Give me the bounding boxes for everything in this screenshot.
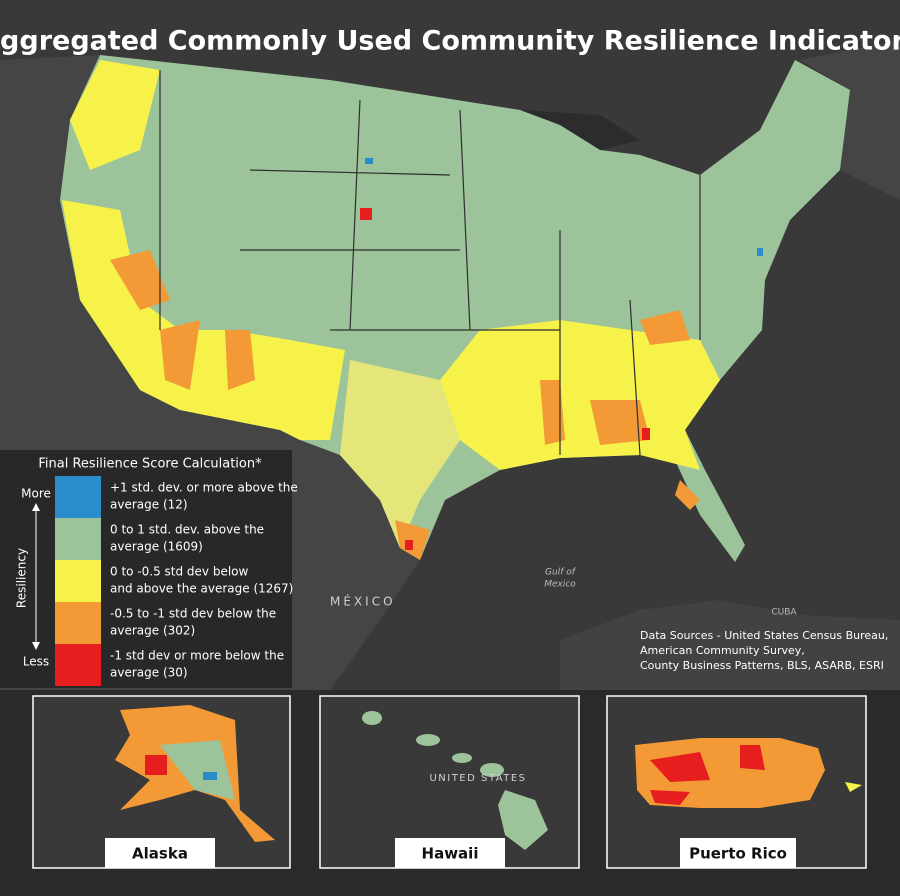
lake bbox=[520, 110, 640, 150]
island bbox=[845, 782, 862, 792]
legend-label: average (1609) bbox=[110, 540, 203, 554]
legend-box bbox=[0, 450, 292, 688]
region-yellow bbox=[70, 60, 160, 170]
island bbox=[498, 790, 548, 850]
legend-swatch bbox=[55, 560, 101, 602]
data-source: American Community Survey, bbox=[640, 644, 805, 657]
land bbox=[800, 40, 900, 200]
inset-alaska: Alaska bbox=[32, 695, 291, 869]
region-yellow bbox=[440, 320, 720, 470]
inset-hawaii: UNITED STATES Hawaii bbox=[319, 695, 580, 869]
alaska-region bbox=[160, 740, 235, 800]
legend-title: Final Resilience Score Calculation* bbox=[38, 457, 262, 472]
region-orange bbox=[160, 320, 200, 390]
legend-swatch bbox=[55, 476, 101, 518]
gulf-label: Mexico bbox=[544, 580, 576, 590]
legend-less: Less bbox=[23, 655, 49, 669]
legend-swatch bbox=[55, 518, 101, 560]
gulf-label: Gulf of bbox=[545, 568, 577, 578]
island bbox=[416, 734, 440, 746]
county-blue bbox=[757, 248, 763, 256]
county-blue bbox=[365, 158, 373, 164]
region-orange bbox=[640, 310, 690, 345]
inset-label: Hawaii bbox=[422, 845, 479, 863]
mexico-label: MÉXICO bbox=[330, 594, 396, 609]
cuba-label: CUBA bbox=[771, 608, 797, 618]
region-orange bbox=[225, 330, 255, 390]
region-mixed bbox=[340, 360, 460, 548]
legend-label: average (12) bbox=[110, 498, 188, 512]
county-red bbox=[642, 428, 650, 440]
legend-label: average (302) bbox=[110, 624, 195, 638]
legend-label: 0 to -0.5 std dev below bbox=[110, 565, 249, 579]
inset-label: Alaska bbox=[132, 845, 188, 863]
inset-puerto-rico: Puerto Rico bbox=[606, 695, 867, 869]
legend-label: +1 std. dev. or more above the bbox=[110, 481, 298, 495]
legend-swatch bbox=[55, 602, 101, 644]
inset-note: UNITED STATES bbox=[429, 773, 526, 784]
legend-axis-label: Resiliency bbox=[15, 548, 29, 608]
data-source: County Business Patterns, BLS, ASARB, ES… bbox=[640, 659, 884, 672]
legend-more: More bbox=[21, 487, 51, 501]
region-yellow bbox=[62, 200, 345, 440]
inset-label-bg bbox=[395, 838, 505, 868]
county-red bbox=[360, 208, 372, 220]
region-orange bbox=[590, 400, 650, 445]
pr-region bbox=[650, 745, 765, 805]
title: Aggregated Commonly Used Community Resil… bbox=[0, 26, 900, 57]
county-red bbox=[405, 540, 413, 550]
land bbox=[560, 600, 900, 690]
state-borders bbox=[159, 70, 701, 456]
island bbox=[452, 753, 472, 763]
region-orange bbox=[675, 480, 700, 510]
island bbox=[480, 763, 504, 777]
island bbox=[362, 711, 382, 725]
region-orange bbox=[540, 380, 565, 445]
region-orange bbox=[110, 250, 170, 310]
inset-label-bg bbox=[680, 838, 796, 868]
data-source: Data Sources - United States Census Bure… bbox=[640, 629, 888, 642]
legend-label: and above the average (1267) bbox=[110, 582, 293, 596]
legend-label: 0 to 1 std. dev. above the bbox=[110, 523, 264, 537]
legend-label: -1 std dev or more below the bbox=[110, 649, 284, 663]
alaska-region bbox=[145, 755, 167, 775]
legend-label: -0.5 to -1 std dev below the bbox=[110, 607, 276, 621]
legend-swatch bbox=[55, 644, 101, 686]
inset-label: Puerto Rico bbox=[689, 845, 787, 863]
legend-items: +1 std. dev. or more above the average (1… bbox=[55, 476, 298, 686]
legend-label: average (30) bbox=[110, 666, 188, 680]
alaska-region bbox=[203, 772, 217, 780]
inset-label-bg bbox=[105, 838, 215, 868]
